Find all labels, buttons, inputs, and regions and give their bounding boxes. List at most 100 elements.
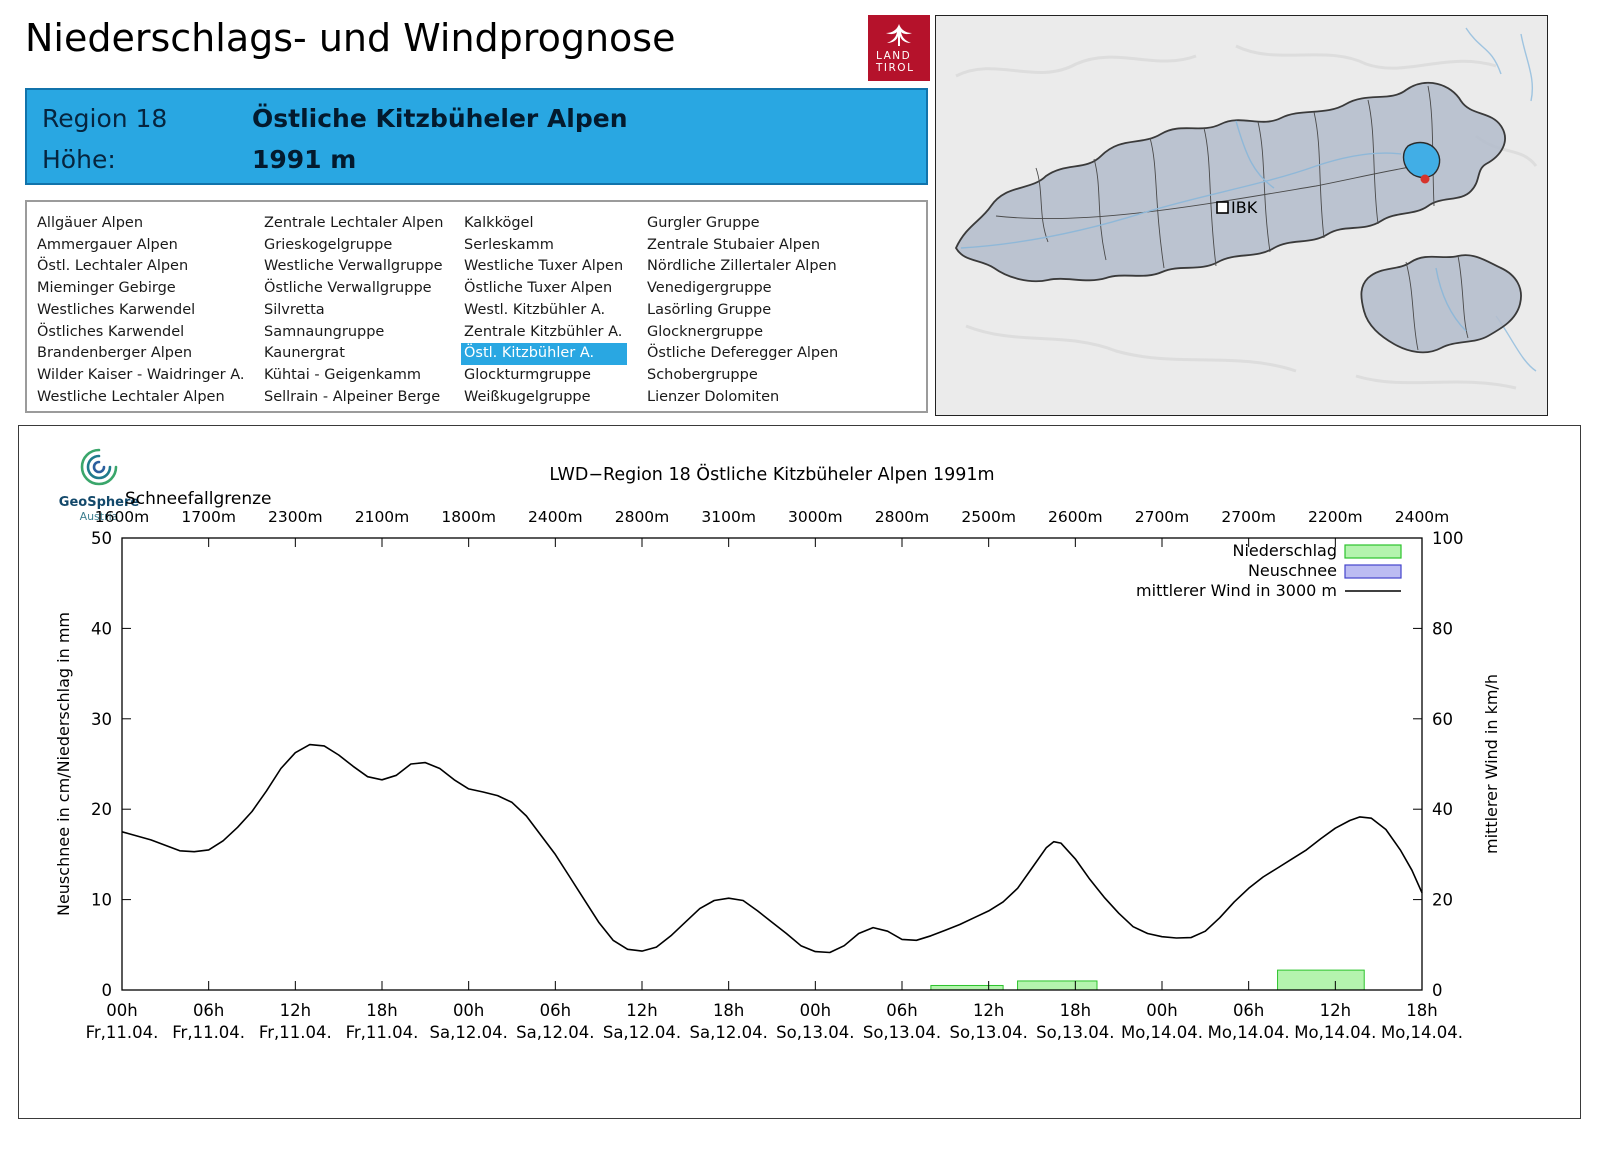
region-list-item[interactable]: Lienzer Dolomiten [647,388,780,405]
y-tick-right: 0 [1432,981,1443,1000]
region-list-item[interactable]: Gurgler Gruppe [647,215,760,231]
snowline-value: 1800m [441,508,496,526]
region-list-item[interactable]: Zentrale Kitzbühler A. [464,323,623,340]
region-list-item[interactable]: Westliche Lechtaler Alpen [37,388,225,405]
region-list-item[interactable]: Westliche Tuxer Alpen [464,258,624,275]
y-tick-left: 40 [91,619,112,638]
snowline-value: 2800m [615,508,670,526]
snowline-value: 2200m [1308,508,1363,526]
region-list-item[interactable]: Silvretta [264,301,325,318]
legend-swatch [1344,564,1402,579]
map-region-shape-north-tirol[interactable] [954,81,1506,283]
tirol-map[interactable]: IBK [935,15,1548,416]
x-tick-hour: 00h [1146,1001,1177,1020]
map-selected-region[interactable] [1402,141,1441,179]
x-tick-date: Sa,12.04. [516,1023,594,1042]
snowline-value: 3100m [701,508,756,526]
snowline-label: Schneefallgrenze [125,489,271,509]
region-list-item[interactable]: Östliche Verwallgruppe [264,280,432,297]
region-list-column: Gurgler Gruppe Zentrale Stubaier Alpen Nör… [647,213,838,408]
legend-label: Neuschnee [1248,561,1337,580]
region-list-item[interactable]: Kühtai - Geigenkamm [264,366,421,383]
x-tick-date: Mo,14.04. [1381,1023,1463,1042]
ibk-label: IBK [1231,198,1258,217]
region-list-item[interactable]: Grieskogelgruppe [264,236,393,253]
x-tick-date: So,13.04. [1036,1023,1114,1042]
region-list-item[interactable]: Kaunergrat [264,345,345,362]
x-tick-date: Sa,12.04. [603,1023,681,1042]
tirol-eagle-icon [886,24,912,46]
region-info-box: Region 18 Östliche Kitzbüheler Alpen Höh… [25,88,928,185]
logo-tirol-text: TIROL [876,61,915,74]
x-tick-hour: 00h [106,1001,137,1020]
region-list-item[interactable]: Mieminger Gebirge [37,280,176,297]
x-tick-date: Mo,14.04. [1294,1023,1376,1042]
region-list-item[interactable]: Zentrale Lechtaler Alpen [264,215,444,231]
region-list-item[interactable]: Kalkkögel [464,215,534,231]
y-tick-left: 20 [91,800,112,819]
snowline-value: 2400m [1395,508,1450,526]
x-tick-hour: 06h [193,1001,224,1020]
y-tick-right: 60 [1432,710,1453,729]
snowline-value: 2800m [875,508,930,526]
region-list-item[interactable]: Glocknergruppe [647,323,764,340]
x-tick-hour: 06h [886,1001,917,1020]
land-tirol-logo: LAND TIROL [868,15,930,81]
region-list-column: Kalkkögel Serleskamm Westliche Tuxer Alpen… [461,213,627,408]
region-list-item[interactable]: Westliche Verwallgruppe [264,258,443,275]
hoehe-label: Höhe: [42,145,116,174]
x-tick-hour: 18h [366,1001,397,1020]
precip-bar [930,984,1004,991]
region-list-item[interactable]: Lasörling Gruppe [647,301,772,318]
x-tick-hour: 12h [1320,1001,1351,1020]
region-list-item[interactable]: Östl. Lechtaler Alpen [37,258,189,275]
region-list-item[interactable]: Westl. Kitzbühler A. [464,301,606,318]
region-list-item[interactable]: Östliche Deferegger Alpen [647,345,839,362]
region-list-item[interactable]: Brandenberger Alpen [37,345,193,362]
region-list-item[interactable]: Nördliche Zillertaler Alpen [647,258,837,275]
y-axis-label-right: mittlerer Wind in km/h [1482,674,1501,854]
region-list-item[interactable]: Östliches Karwendel [37,323,185,340]
region-list-item[interactable]: Serleskamm [464,236,554,253]
region-list-item[interactable]: Ammergauer Alpen [37,236,178,253]
legend-swatch [1344,544,1402,559]
region-number-label: Region 18 [42,104,168,133]
snowline-value: 1700m [181,508,236,526]
plot-frame [121,537,1423,991]
y-tick-left: 50 [91,529,112,548]
y-tick-left: 30 [91,710,112,729]
y-tick-left: 10 [91,891,112,910]
map-location-dot [1420,174,1430,184]
snowline-value: 2300m [268,508,323,526]
ibk-marker[interactable] [1216,201,1229,214]
region-list-item[interactable]: Glockturmgruppe [464,366,591,383]
region-list-item[interactable]: Venedigergruppe [647,280,772,297]
y-tick-left: 0 [102,981,113,1000]
x-tick-date: So,13.04. [863,1023,941,1042]
map-region-shape-east-tirol[interactable] [1360,254,1522,354]
map-river-inn [960,120,1467,332]
region-name-value: Östliche Kitzbüheler Alpen [252,104,628,133]
region-list-item[interactable]: Zentrale Stubaier Alpen [647,236,821,253]
geosphere-name: GeoSphere [58,495,140,510]
region-list-item[interactable]: Weißkugelgruppe [464,388,591,405]
x-tick-date: So,13.04. [950,1023,1028,1042]
region-list-item[interactable]: Schobergruppe [647,366,758,383]
map-canvas[interactable]: IBK [936,16,1547,415]
region-list-item[interactable]: Westliches Karwendel [37,301,196,318]
region-list-item[interactable]: Samnaungruppe [264,323,385,340]
region-list-item-selected[interactable]: Östl. Kitzbühler A. [461,343,627,365]
map-relief [955,44,1538,390]
snowline-value: 2700m [1135,508,1190,526]
forecast-chart: LWD−Region 18 Östliche Kitzbüheler Alpen… [54,463,1501,1042]
y-tick-right: 80 [1432,619,1453,638]
legend-label: Niederschlag [1232,541,1337,560]
region-list-item[interactable]: Allgäuer Alpen [37,215,144,231]
region-list-item[interactable]: Östliche Tuxer Alpen [464,280,613,297]
snowline-value: 2400m [528,508,583,526]
region-list-item[interactable]: Sellrain - Alpeiner Berge [264,388,441,405]
x-tick-hour: 12h [973,1001,1004,1020]
region-list-item[interactable]: Wilder Kaiser - Waidringer A. [37,366,245,383]
x-tick-date: Sa,12.04. [690,1023,768,1042]
x-tick-hour: 06h [540,1001,571,1020]
